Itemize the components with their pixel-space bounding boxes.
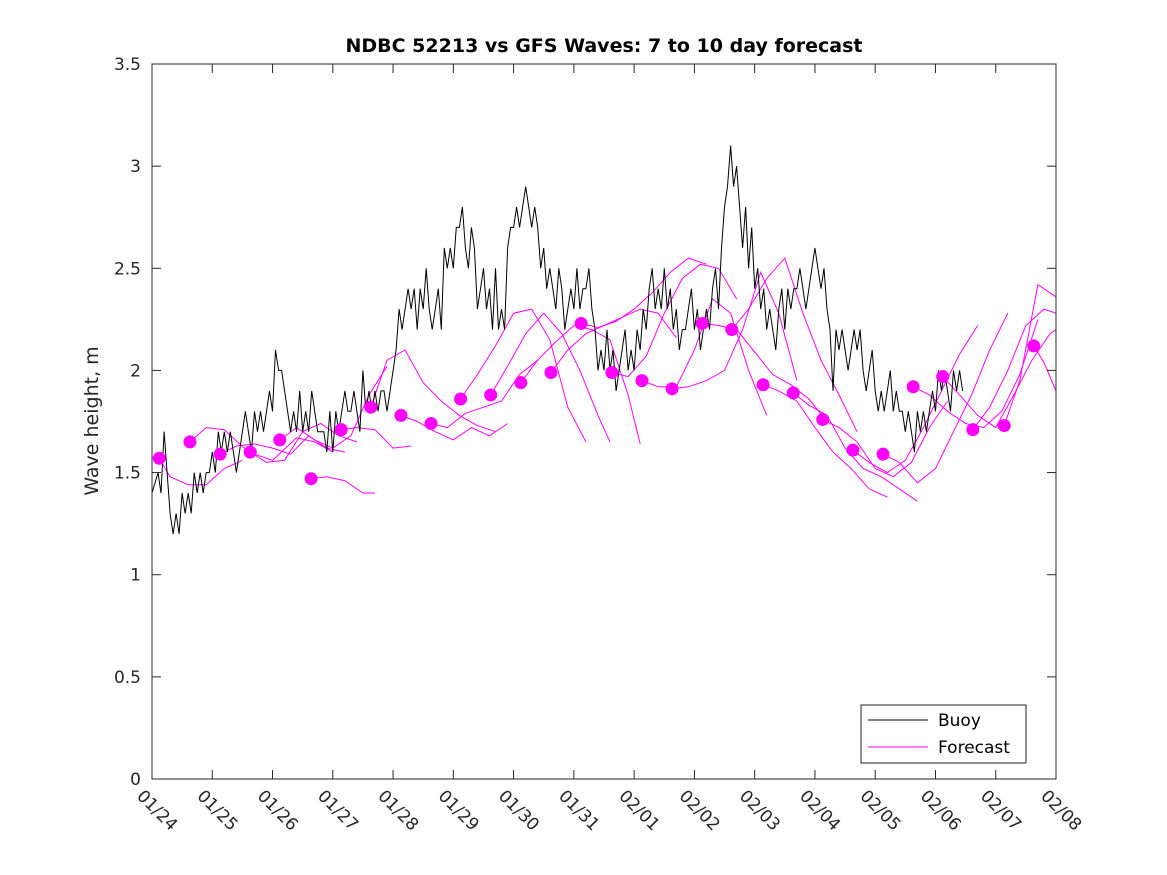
y-tick-label: 1 [130, 566, 141, 586]
forecast-start-marker [665, 382, 679, 396]
forecast-line [1003, 283, 1057, 426]
forecast-line [189, 427, 334, 461]
buoy-line [151, 145, 964, 534]
plot-area [151, 64, 1057, 779]
forecast-line [158, 458, 243, 486]
forecast-line [792, 392, 918, 502]
y-axis-label: Wave height, m [81, 346, 103, 495]
forecast-start-marker [756, 378, 770, 392]
forecast-line [942, 329, 1057, 429]
forecast-line [550, 308, 677, 373]
forecast-line [341, 427, 412, 449]
forecast-start-marker [514, 376, 528, 390]
forecast-start-marker [183, 435, 197, 449]
forecast-start-marker [786, 386, 800, 400]
forecast-start-marker [544, 365, 558, 379]
forecast-line [672, 270, 798, 390]
forecast-line [580, 257, 707, 329]
y-tick-label: 2.5 [114, 259, 141, 279]
forecast-start-marker [906, 380, 920, 394]
forecast-start-marker [876, 447, 890, 461]
axes [151, 63, 1057, 780]
forecast-start-marker [725, 323, 739, 337]
forecast-start-marker [635, 374, 649, 388]
y-tick-label: 0 [130, 770, 141, 790]
buoy-series [151, 145, 964, 534]
legend: Buoy Forecast [860, 704, 1027, 764]
forecast-start-marker [846, 443, 860, 457]
forecast-start-marker [936, 370, 950, 384]
forecast-line [611, 263, 738, 378]
forecast-start-marker [816, 412, 830, 426]
forecast-line [731, 257, 858, 432]
y-tick-label: 0.5 [114, 668, 141, 688]
forecast-start-marker [304, 472, 318, 486]
forecast-line [762, 384, 888, 498]
forecast-start-marker [1027, 339, 1041, 353]
forecast-start-marker [243, 445, 257, 459]
axes-box [151, 63, 1057, 780]
forecast-line [490, 312, 611, 443]
y-tick-label: 1.5 [114, 464, 141, 484]
forecast-line [430, 359, 539, 429]
legend-box [860, 704, 1027, 764]
plot-background [152, 64, 1056, 779]
y-axis-ticks: 0 0.5 1 1.5 2 2.5 3 3.5 [114, 55, 1056, 790]
forecast-markers [152, 316, 1041, 486]
forecast-start-marker [213, 447, 227, 461]
chart-title: NDBC 52213 vs GFS Waves: 7 to 10 day for… [345, 35, 862, 57]
forecast-start-marker [152, 451, 166, 465]
forecast-start-marker [334, 423, 348, 437]
forecast-start-marker [484, 388, 498, 402]
forecast-start-marker [695, 316, 709, 330]
forecast-line [460, 308, 587, 443]
forecast-start-marker [574, 316, 588, 330]
y-tick-label: 3 [130, 157, 141, 177]
forecast-line [852, 325, 979, 474]
forecast-start-marker [997, 419, 1011, 433]
y-tick-label: 3.5 [114, 55, 141, 75]
legend-label-buoy: Buoy [938, 711, 981, 731]
forecast-start-marker [605, 365, 619, 379]
forecast-line [702, 322, 828, 422]
forecast-series [158, 257, 1057, 502]
forecast-start-marker [364, 400, 378, 414]
forecast-start-marker [966, 423, 980, 437]
forecast-start-marker [394, 408, 408, 422]
forecast-line [370, 349, 496, 433]
forecast-start-marker [454, 392, 468, 406]
forecast-line [311, 476, 375, 494]
y-tick-label: 2 [130, 361, 141, 381]
forecast-line [219, 435, 346, 455]
forecast-line [972, 308, 1057, 431]
forecast-start-marker [273, 433, 287, 447]
forecast-line [882, 312, 1009, 484]
forecast-line [400, 414, 508, 441]
legend-label-forecast: Forecast [938, 738, 1010, 758]
forecast-start-marker [424, 417, 438, 431]
forecast-line [822, 400, 948, 478]
